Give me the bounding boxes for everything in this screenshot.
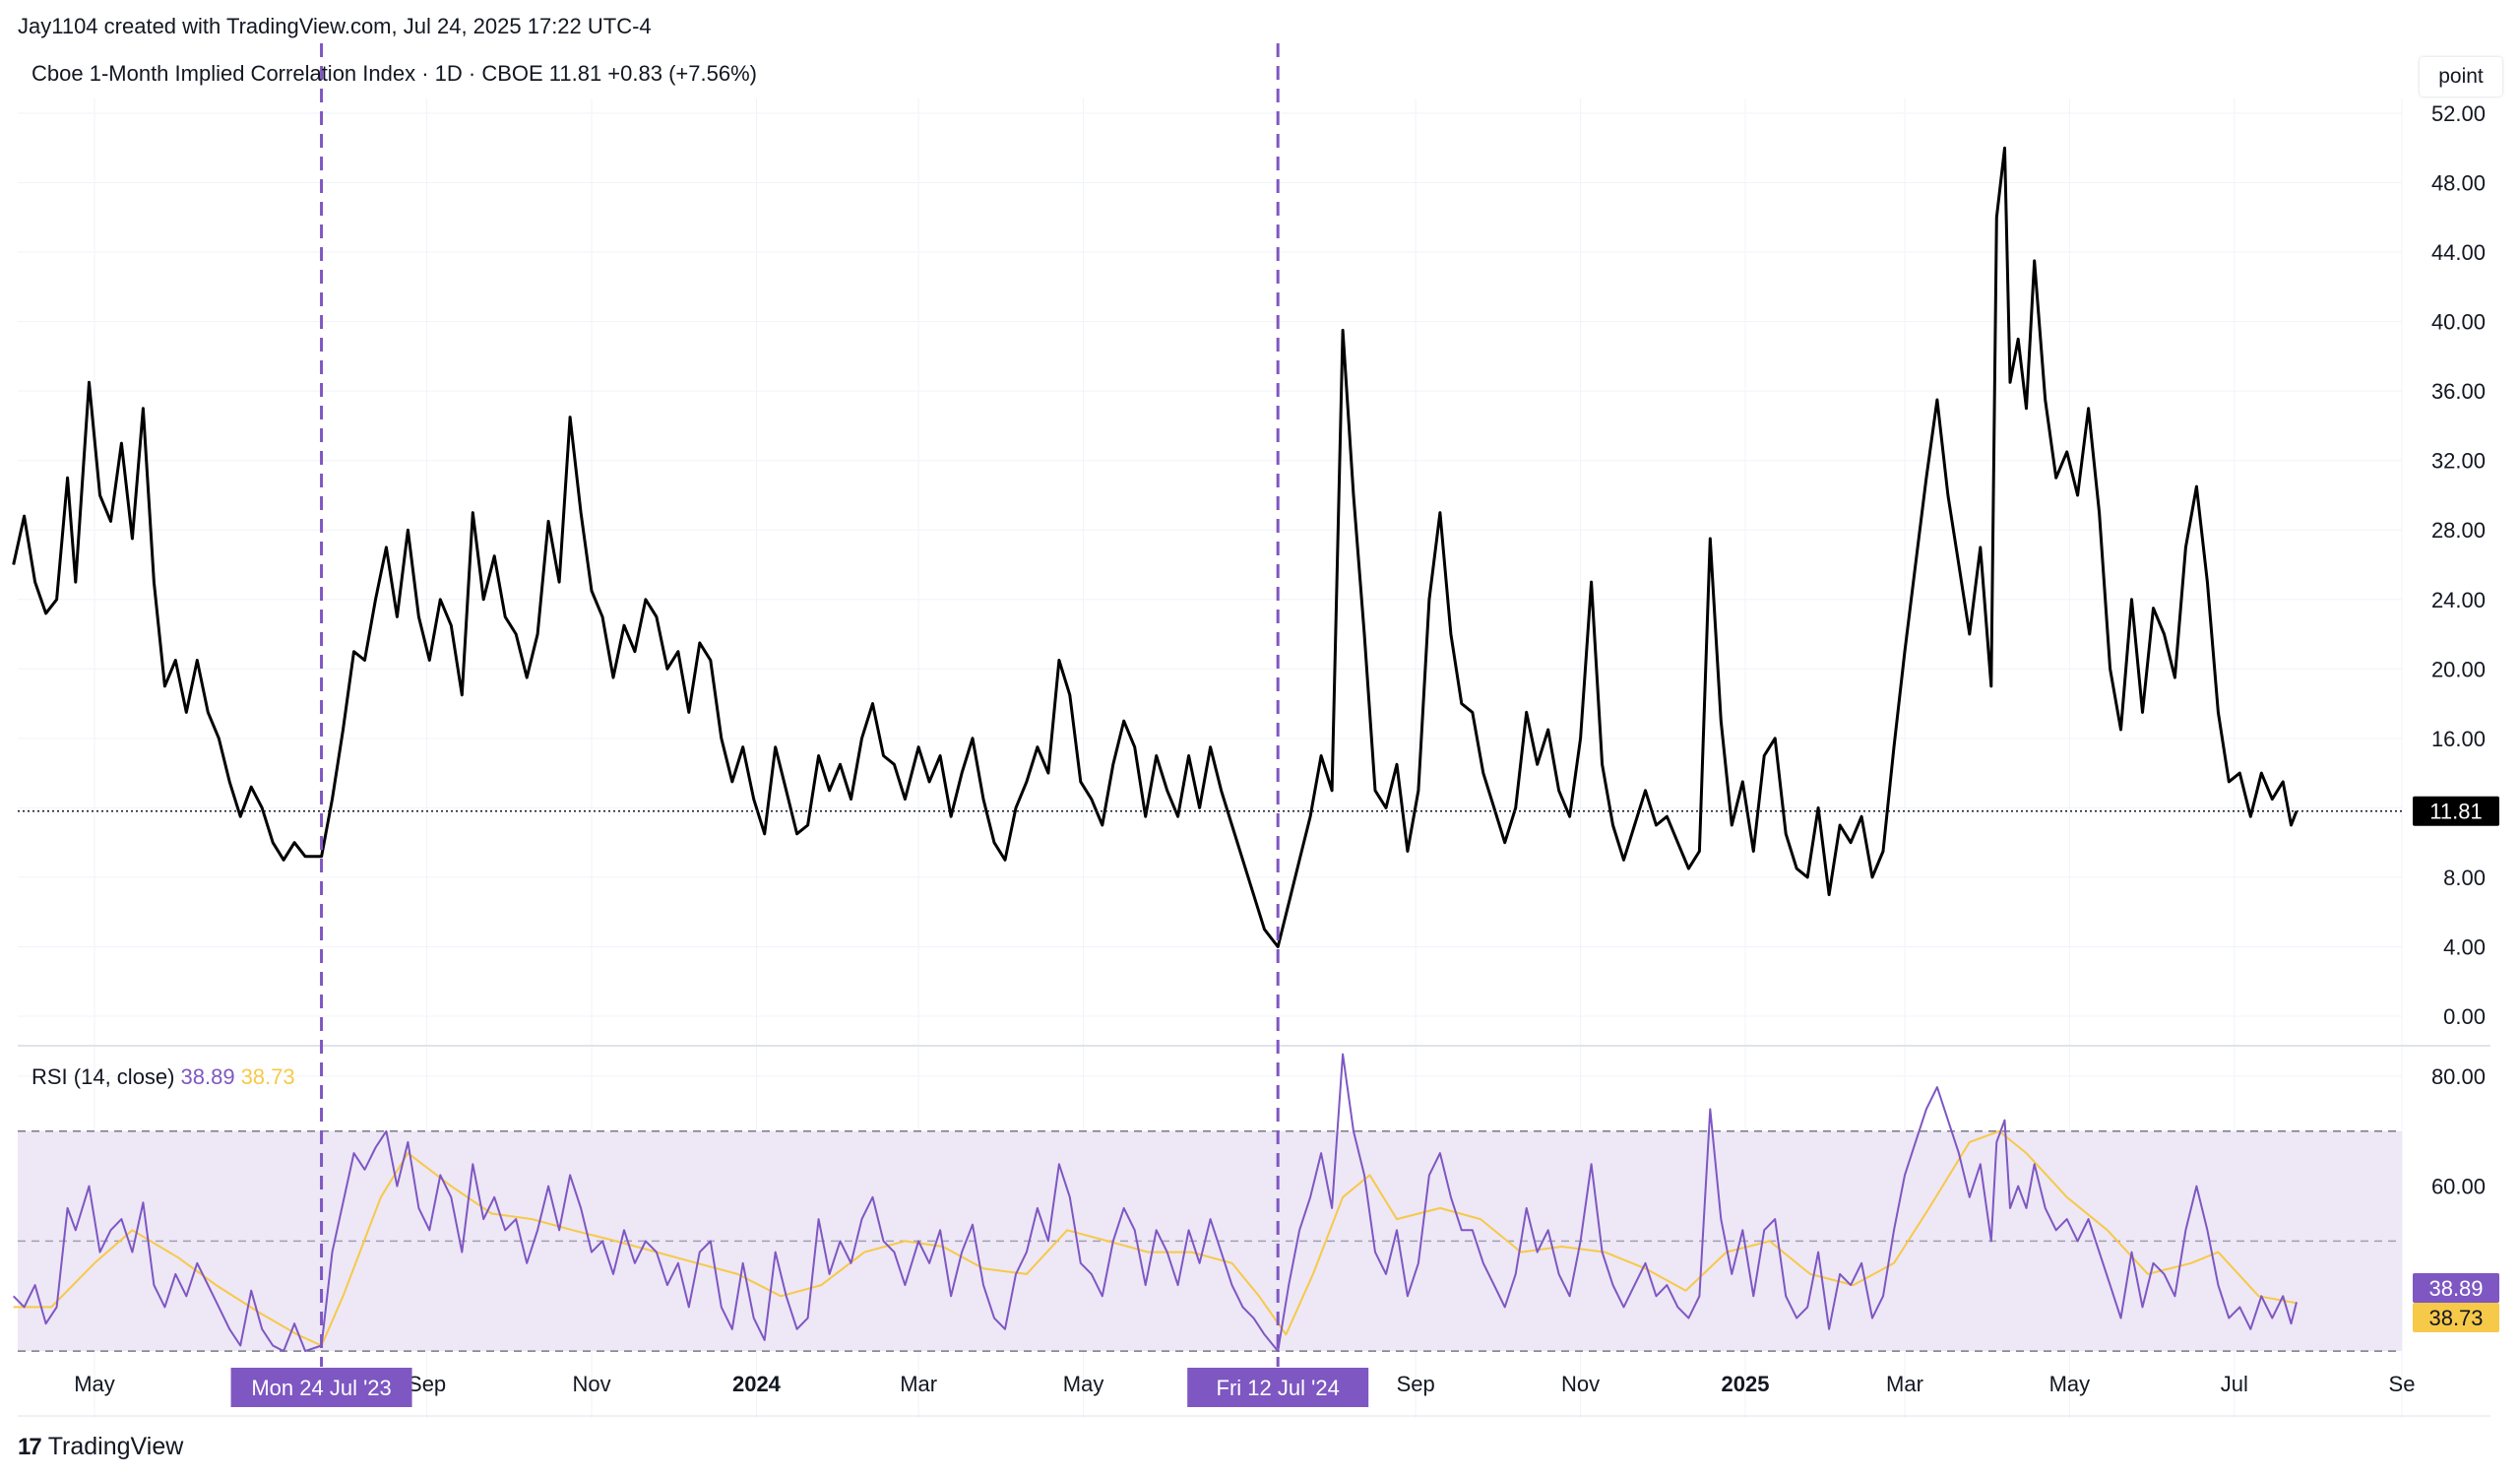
x-tick-label: May <box>2049 1372 2091 1396</box>
date-markers: Mon 24 Jul '23 Fri 12 Jul '24 <box>230 43 1369 1407</box>
x-tick-label: 2025 <box>1722 1372 1770 1396</box>
rsi-band <box>18 1130 2402 1352</box>
x-tick-label: Mar <box>1886 1372 1923 1396</box>
brand-name: TradingView <box>47 1433 184 1460</box>
rsi-ma-value-label: 38.73 <box>2428 1306 2483 1330</box>
x-tick-label: Sep <box>1397 1372 1435 1396</box>
rsi-ma-line <box>13 1129 2298 1347</box>
date-marker-label: Fri 12 Jul '24 <box>1217 1376 1340 1400</box>
y-tick-label: 4.00 <box>2443 934 2486 959</box>
date-marker-label: Mon 24 Jul '23 <box>251 1376 391 1400</box>
x-tick-label: Se <box>2389 1372 2416 1396</box>
tradingview-brand[interactable]: 17 TradingView <box>18 1433 183 1461</box>
rsi-ma-value-label-box <box>2413 1303 2499 1332</box>
rsi-legend-title: RSI (14, close) <box>32 1064 175 1089</box>
y-tick-label: 44.00 <box>2431 240 2486 265</box>
x-tick-label: May <box>1063 1372 1104 1396</box>
x-tick-label: Mar <box>900 1372 937 1396</box>
price-series <box>12 146 2402 948</box>
rsi-y-tick-label: 80.00 <box>2431 1064 2486 1089</box>
rsi-legend: RSI (14, close) 38.89 38.73 <box>32 1064 295 1090</box>
date-marker-badge <box>230 1368 412 1407</box>
y-tick-label: 16.00 <box>2431 727 2486 751</box>
y-tick-label: 32.00 <box>2431 449 2486 474</box>
rsi-legend-value: 38.89 <box>180 1064 235 1089</box>
rsi-legend-ma-value: 38.73 <box>240 1064 295 1089</box>
rsi-y-tick-label: 60.00 <box>2431 1175 2486 1199</box>
y-tick-label: 20.00 <box>2431 657 2486 681</box>
y-tick-label: 0.00 <box>2443 1004 2486 1029</box>
date-marker-badge <box>1187 1368 1369 1407</box>
chart-credit: Jay1104 created with TradingView.com, Ju… <box>18 14 652 38</box>
axes: 0.004.008.0012.0016.0020.0024.0028.0032.… <box>18 101 2490 1417</box>
main-legend: Cboe 1-Month Implied Correlation Index ·… <box>32 61 757 86</box>
x-tick-label: Nov <box>572 1372 610 1396</box>
price-line <box>12 146 2299 948</box>
rsi-line <box>12 1053 2298 1353</box>
unit-button[interactable]: point <box>2420 57 2502 96</box>
x-tick-label: Sep <box>408 1372 446 1396</box>
x-tick-label: Nov <box>1561 1372 1600 1396</box>
x-tick-label: Jul <box>2221 1372 2248 1396</box>
price-labels: 11.81 38.89 38.73 <box>2413 796 2499 1332</box>
y-tick-label: 40.00 <box>2431 310 2486 335</box>
rsi-value-label: 38.89 <box>2428 1276 2483 1301</box>
last-value-label-box <box>2413 796 2499 826</box>
y-tick-label: 24.00 <box>2431 588 2486 612</box>
y-tick-label: 48.00 <box>2431 171 2486 196</box>
y-tick-label: 28.00 <box>2431 518 2486 543</box>
last-value-label: 11.81 <box>2429 800 2482 824</box>
y-tick-label: 36.00 <box>2431 379 2486 404</box>
tradingview-logo-icon: 17 <box>18 1433 42 1460</box>
x-tick-label: May <box>74 1372 115 1396</box>
rsi-series <box>12 1053 2298 1353</box>
y-tick-label: 52.00 <box>2431 101 2486 126</box>
y-tick-label: 8.00 <box>2443 866 2486 890</box>
x-tick-label: 2024 <box>732 1372 782 1396</box>
rsi-value-label-box <box>2413 1273 2499 1303</box>
